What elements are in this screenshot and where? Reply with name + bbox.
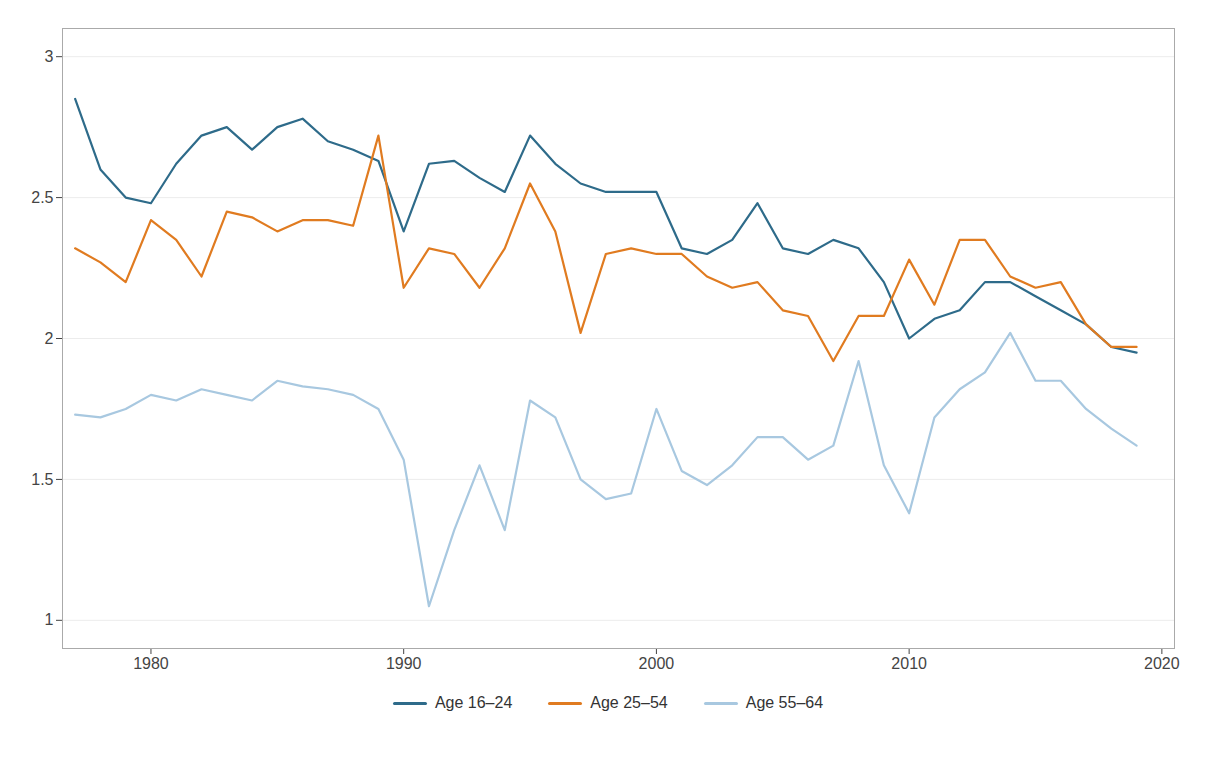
html-text:Age 25–54: Age 25–54 bbox=[590, 694, 668, 711]
svg-text:1: 1 bbox=[45, 611, 54, 628]
svg-text:2: 2 bbox=[45, 330, 54, 347]
svg-text:1.5: 1.5 bbox=[31, 471, 53, 488]
svg-text:2010: 2010 bbox=[891, 655, 927, 672]
svg-text:2000: 2000 bbox=[639, 655, 675, 672]
svg-text:2020: 2020 bbox=[1144, 655, 1180, 672]
svg-text:1990: 1990 bbox=[386, 655, 422, 672]
html-text:Age 16–24: Age 16–24 bbox=[434, 694, 513, 711]
svg-text:3: 3 bbox=[45, 48, 54, 65]
svg-text:2.5: 2.5 bbox=[31, 189, 53, 206]
html-text:Age 55–64: Age 55–64 bbox=[745, 694, 824, 711]
svg-text:1980: 1980 bbox=[133, 655, 169, 672]
